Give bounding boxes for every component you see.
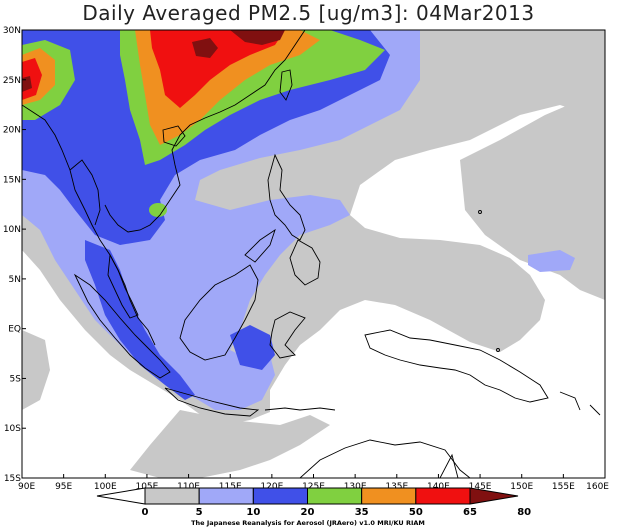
- gray-contour-southwest: [22, 330, 50, 410]
- colorbar-label: 35: [355, 507, 369, 518]
- gray-contour-east: [460, 95, 605, 300]
- colorbar-label: 10: [246, 507, 260, 518]
- lon-label: 150E: [510, 482, 533, 492]
- colorbar-label: 65: [463, 507, 477, 518]
- colorbar-swatch: [307, 487, 363, 505]
- lon-label: 100E: [94, 482, 117, 492]
- latitude-axis: 30N 25N 20N 15N 10N 5N EQ 5S 10S 15S: [3, 26, 26, 484]
- lon-label: 125E: [302, 482, 325, 492]
- lat-label: 20N: [3, 126, 21, 136]
- green-patch-vietnam: [149, 203, 167, 217]
- colorbar-swatch: [415, 487, 471, 505]
- lon-label: 120E: [260, 482, 283, 492]
- lon-label: 140E: [427, 482, 450, 492]
- lon-label: 130E: [344, 482, 367, 492]
- colorbar-label: 80: [517, 507, 531, 518]
- colorbar-label: 5: [196, 507, 203, 518]
- lat-label: 30N: [3, 26, 21, 36]
- colorbar: 0 5 10 20 35 50 65 80: [96, 487, 531, 518]
- colorbar-label: 50: [409, 507, 423, 518]
- red-contour: [150, 30, 285, 108]
- lon-label: 90E: [18, 482, 35, 492]
- longitude-axis: 90E 95E 100E 105E 110E 115E 120E 125E 130E 135E 14…: [18, 474, 609, 492]
- colorbar-swatch: [469, 487, 519, 505]
- darkred-contour-2: [192, 38, 218, 58]
- lon-label: 135E: [385, 482, 408, 492]
- colorbar-swatch: [361, 487, 417, 505]
- gray-contour-south: [130, 410, 330, 478]
- lat-label: 15S: [4, 474, 21, 484]
- lon-label: 105E: [135, 482, 158, 492]
- map-title: Daily Averaged PM2.5 [ug/m3]: 04Mar2013: [82, 1, 535, 25]
- lon-label: 110E: [177, 482, 200, 492]
- lon-label: 145E: [469, 482, 492, 492]
- darkred-contour: [230, 30, 285, 45]
- colorbar-swatch: [144, 487, 200, 505]
- lat-label: 25N: [3, 76, 21, 86]
- lat-label: 5S: [10, 374, 22, 384]
- blue-contour-borneo: [230, 325, 275, 370]
- colorbar-swatch: [198, 487, 254, 505]
- colorbar-label: 20: [301, 507, 315, 518]
- lat-label: EQ: [8, 325, 21, 335]
- lightblue-patch-east: [528, 250, 575, 272]
- lat-label: 15N: [3, 175, 21, 185]
- lon-label: 95E: [55, 482, 72, 492]
- lon-label: 155E: [552, 482, 575, 492]
- concentration-field: [22, 30, 605, 478]
- lon-label: 160E: [586, 482, 609, 492]
- lat-label: 10N: [3, 225, 21, 235]
- lat-label: 5N: [9, 275, 21, 285]
- lat-label: 10S: [4, 424, 21, 434]
- colorbar-swatch: [252, 487, 308, 505]
- colorbar-label: 0: [142, 507, 149, 518]
- lon-label: 115E: [219, 482, 242, 492]
- credit-text: The Japanese Reanalysis for Aerosol (JRA…: [191, 519, 425, 527]
- coastlines: [22, 30, 601, 478]
